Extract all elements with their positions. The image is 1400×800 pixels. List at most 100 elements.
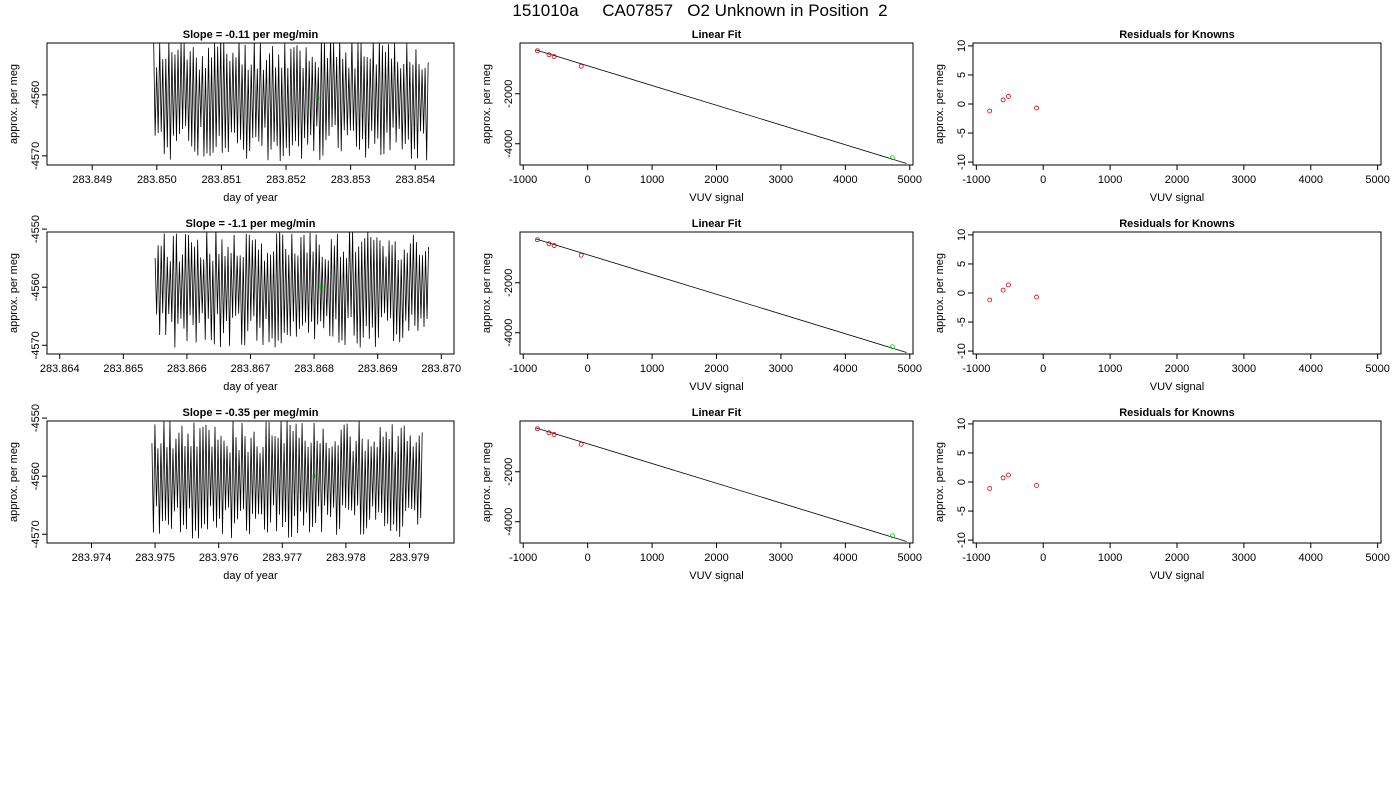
x-tick-label: 283.868 xyxy=(294,363,334,375)
known-point xyxy=(534,237,540,243)
x-tick-label: 4000 xyxy=(1299,174,1323,186)
y-tick-label: -4570 xyxy=(30,331,42,359)
y-tick-label: -4570 xyxy=(30,142,42,170)
plot-frame xyxy=(519,231,914,355)
panel-2-1: Slope = -1.1 per meg/min +283.864 283.865 2… xyxy=(8,215,461,393)
x-tick-label: 1000 xyxy=(640,552,664,564)
x-tick-label: 1000 xyxy=(1098,363,1122,375)
unknown-point xyxy=(889,155,895,161)
x-tick-label: 283.976 xyxy=(199,552,239,564)
residual-point xyxy=(1000,287,1006,293)
panel-1-3: Residuals for Knowns -1000 0 1000 2000 3000 40… xyxy=(934,29,1390,204)
unknown-marker: + xyxy=(318,282,323,292)
y-tick-label: -4570 xyxy=(30,520,42,548)
data-layer xyxy=(987,472,1039,491)
panel-title: Linear Fit xyxy=(692,218,742,230)
x-tick-label: 283.865 xyxy=(103,363,143,375)
known-point xyxy=(578,441,584,447)
x-tick-label: -1000 xyxy=(962,174,990,186)
data-layer: + xyxy=(151,421,423,539)
x-axis-label: VUV signal xyxy=(689,570,743,582)
panel-2-2: Linear Fit -1000 0 1000 2000 3000 4000 5000 -200… xyxy=(481,218,922,393)
panel-title: Slope = -1.1 per meg/min xyxy=(186,218,316,230)
known-point xyxy=(578,252,584,258)
x-tick-label: 283.854 xyxy=(395,174,435,186)
data-layer xyxy=(534,48,907,164)
x-tick-label: 2000 xyxy=(704,174,728,186)
panel-title: Residuals for Knowns xyxy=(1119,29,1235,41)
known-point xyxy=(534,426,540,432)
residual-point xyxy=(1034,105,1039,111)
x-tick-label: 283.864 xyxy=(40,363,80,375)
x-axis-label: day of year xyxy=(223,570,278,582)
x-tick-label: -1000 xyxy=(962,552,990,564)
x-tick-label: 4000 xyxy=(1299,363,1323,375)
known-point xyxy=(546,52,552,58)
residual-point xyxy=(1006,472,1011,478)
y-tick-label: 0 xyxy=(956,479,968,485)
x-axis-label: VUV signal xyxy=(1150,570,1204,582)
x-tick-label: 283.869 xyxy=(358,363,398,375)
x-tick-label: 283.979 xyxy=(390,552,430,564)
y-axis-label: approx. per meg xyxy=(481,253,493,333)
residual-point xyxy=(1006,94,1011,99)
x-tick-label: -1000 xyxy=(509,552,537,564)
panel-3-2: Linear Fit -1000 0 1000 2000 3000 4000 5000 -200… xyxy=(481,407,922,582)
x-tick-label: 1000 xyxy=(1098,174,1122,186)
residual-point xyxy=(987,108,993,114)
x-tick-label: 5000 xyxy=(1365,363,1389,375)
x-tick-label: 4000 xyxy=(1299,552,1323,564)
panel-3-1: Slope = -0.35 per meg/min +283.974 283.975… xyxy=(8,404,455,582)
unknown-point xyxy=(889,344,895,350)
x-tick-label: 0 xyxy=(585,174,591,186)
data-layer xyxy=(534,237,907,353)
x-tick-label: -1000 xyxy=(509,174,537,186)
y-tick-label: 5 xyxy=(956,261,968,267)
unknown-point xyxy=(889,533,895,539)
x-tick-label: 0 xyxy=(585,552,591,564)
x-tick-label: 3000 xyxy=(769,363,793,375)
known-point xyxy=(546,430,552,436)
panel-2-3: Residuals for Knowns -1000 0 1000 2000 3000 40… xyxy=(934,218,1390,393)
y-tick-label: -4560 xyxy=(30,273,42,301)
x-tick-label: 5000 xyxy=(898,174,922,186)
y-tick-label: 10 xyxy=(956,418,968,430)
y-tick-label: -2000 xyxy=(503,269,515,297)
data-layer xyxy=(534,426,907,542)
y-tick-label: 0 xyxy=(956,101,968,107)
x-tick-label: 0 xyxy=(1040,363,1046,375)
x-tick-label: 1000 xyxy=(1098,552,1122,564)
y-tick-label: -5 xyxy=(956,317,968,327)
panel-title: Slope = -0.35 per meg/min xyxy=(182,407,318,419)
panel-title: Slope = -0.11 per meg/min xyxy=(183,29,319,41)
y-axis-label: approx. per meg xyxy=(8,253,20,333)
y-tick-label: -2000 xyxy=(503,458,515,486)
x-tick-label: 2000 xyxy=(1165,552,1189,564)
x-tick-label: 5000 xyxy=(898,552,922,564)
known-point xyxy=(551,243,557,248)
y-axis-label: approx. per meg xyxy=(934,442,946,522)
y-tick-label: -4000 xyxy=(503,130,515,158)
x-tick-label: 283.975 xyxy=(135,552,175,564)
page-title: 151010a CA07857 O2 Unknown in Position 2 xyxy=(512,1,888,20)
x-tick-label: 283.850 xyxy=(137,174,177,186)
x-tick-label: 1000 xyxy=(640,174,664,186)
x-axis-label: VUV signal xyxy=(1150,192,1204,204)
plot-frame xyxy=(972,42,1382,166)
x-tick-label: 3000 xyxy=(1232,552,1256,564)
unknown-marker: + xyxy=(311,471,316,481)
x-tick-label: 0 xyxy=(1040,552,1046,564)
data-layer xyxy=(987,94,1039,114)
x-tick-label: 5000 xyxy=(1365,174,1389,186)
x-tick-label: 0 xyxy=(585,363,591,375)
y-axis-label: approx. per meg xyxy=(481,442,493,522)
residual-point xyxy=(987,297,993,303)
x-tick-label: -1000 xyxy=(509,363,537,375)
x-tick-label: 283.977 xyxy=(262,552,302,564)
panel-title: Residuals for Knowns xyxy=(1119,407,1235,419)
x-tick-label: -1000 xyxy=(962,363,990,375)
y-axis-label: approx. per meg xyxy=(934,253,946,333)
residual-point xyxy=(1000,475,1006,481)
data-layer xyxy=(987,282,1039,303)
